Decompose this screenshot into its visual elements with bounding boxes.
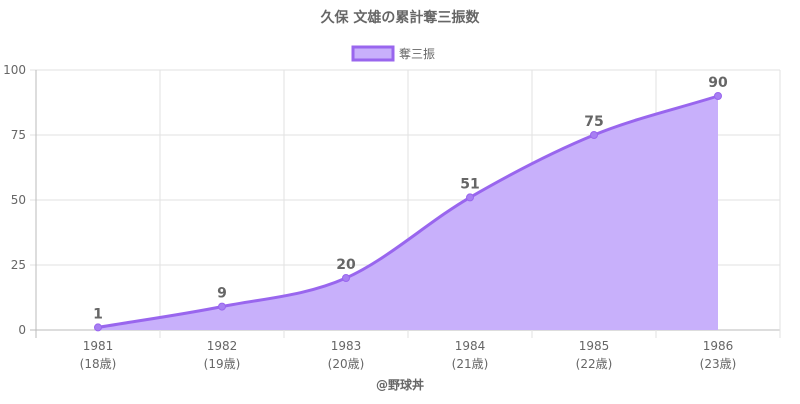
- chart-title: 久保 文雄の累計奪三振数: [320, 9, 481, 26]
- legend-swatch: [351, 45, 395, 62]
- y-tick-label: 0: [18, 323, 26, 337]
- data-label: 51: [460, 176, 479, 192]
- legend[interactable]: 奪三振: [351, 45, 435, 62]
- x-tick-sublabel: (20歳): [328, 357, 365, 371]
- x-tick-sublabel: (23歳): [700, 357, 737, 371]
- x-tick-label: 1982: [207, 339, 238, 353]
- data-labels: 1 9 20 51 75 90: [93, 75, 728, 322]
- x-tick-label: 1985: [579, 339, 610, 353]
- legend-label: 奪三振: [399, 46, 435, 61]
- data-label: 90: [708, 75, 728, 91]
- x-tick-sublabel: (19歳): [204, 357, 241, 371]
- data-point[interactable]: [218, 302, 226, 311]
- data-label: 9: [217, 286, 227, 302]
- data-point[interactable]: [94, 323, 102, 332]
- data-points: [94, 92, 722, 332]
- x-tick-label: 1983: [331, 339, 362, 353]
- x-tick-label: 1986: [703, 339, 734, 353]
- y-tick-label: 50: [11, 193, 26, 207]
- x-tick-sublabel: (22歳): [576, 357, 613, 371]
- data-point[interactable]: [590, 131, 598, 139]
- x-tick-sublabel: (21歳): [452, 357, 489, 371]
- data-label: 1: [93, 306, 103, 322]
- data-point[interactable]: [342, 274, 350, 282]
- x-tick-label: 1981: [83, 339, 114, 353]
- data-label: 75: [584, 114, 603, 130]
- y-tick-label: 100: [3, 63, 26, 77]
- series-area: [97, 94, 719, 330]
- y-tick-label: 25: [11, 258, 26, 272]
- x-tick-label: 1984: [455, 339, 486, 353]
- series-line: [97, 94, 719, 329]
- x-axis-ticks: 1981 (18歳) 1982 (19歳) 1983 (20歳) 1984 (21歳) 1985…: [80, 339, 737, 371]
- data-point[interactable]: [466, 193, 474, 202]
- x-tick-sublabel: (18歳): [80, 357, 117, 371]
- y-axis-ticks: 0 25 50 75 100: [3, 63, 26, 337]
- y-tick-label: 75: [11, 128, 26, 142]
- data-point[interactable]: [714, 92, 722, 100]
- data-label: 20: [336, 257, 356, 273]
- series-area-fill: [98, 96, 718, 330]
- credit-text: @野球丼: [376, 377, 424, 392]
